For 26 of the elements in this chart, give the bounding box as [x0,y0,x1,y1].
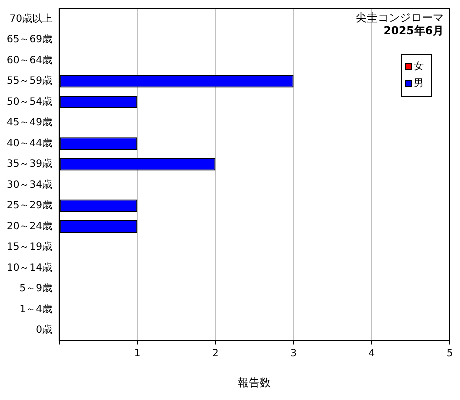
legend-label: 女 [414,60,424,73]
y-tick-label: 45～49歳 [6,116,52,129]
x-tick-label: 1 [134,348,141,360]
y-tick-label: 50～54歳 [6,96,52,108]
text: 2025年6月 [384,24,444,38]
x-axis-title: 報告数 [238,376,272,390]
y-tick-label: 15～19歳 [6,241,52,254]
y-tick-label: 40～44歳 [6,137,52,150]
y-tick-label: 65～69歳 [6,34,52,46]
x-tick-label: 2 [212,348,219,360]
y-tick-label: 70歳以上 [10,12,52,25]
x-tick-label: 4 [368,348,376,360]
chart-title: 尖圭コンジローマ [356,11,444,24]
y-tick-label: 25～29歳 [6,200,52,212]
legend-label: 男 [414,78,424,90]
y-tick-label: 60～64歳 [6,54,52,66]
x-tick-label: 3 [290,348,297,360]
y-tick-label: 10～14歳 [6,262,52,274]
y-tick-label: 35～39歳 [6,158,52,170]
y-tick-label: 30～34歳 [6,178,52,191]
y-tick-label: 20～24歳 [6,220,52,232]
y-tick-label: 0歳 [36,324,52,336]
y-tick-label: 55～59歳 [6,75,52,88]
y-tick-label: 5～9歳 [20,282,52,295]
x-tick-label: 5 [446,348,454,360]
y-tick-label: 1～4歳 [20,303,52,316]
